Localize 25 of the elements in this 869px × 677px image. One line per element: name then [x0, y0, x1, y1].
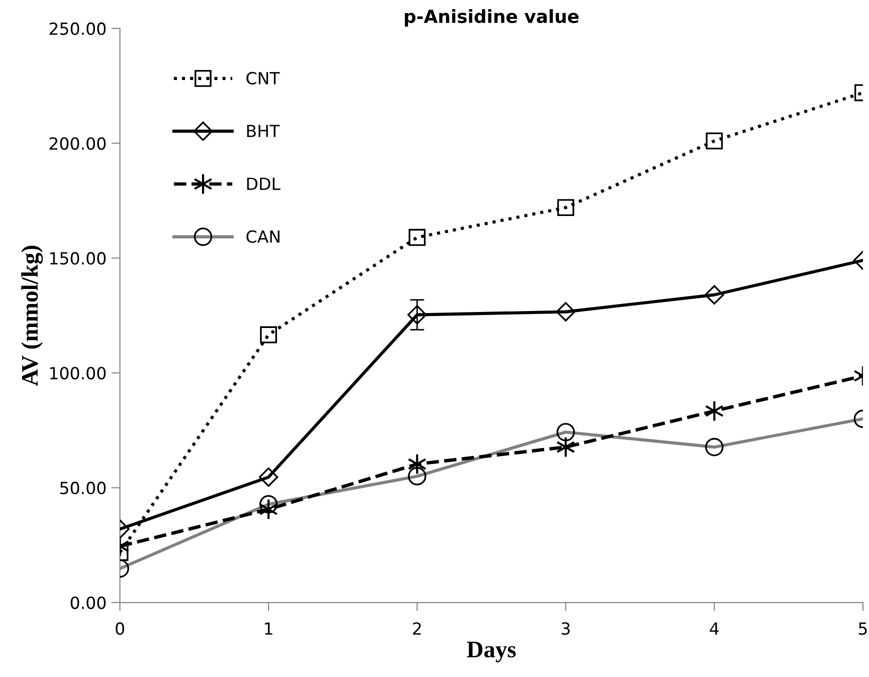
y-tick-label: 250.00	[50, 22, 106, 36]
y-tick-label: 100.00	[50, 366, 106, 380]
point	[407, 305, 427, 324]
x-tick-label: 0	[116, 622, 124, 635]
y-axis-title: AV (mmol/kg)	[21, 246, 43, 386]
x-tick-label: 3	[562, 622, 570, 635]
y-tick-label: 150.00	[50, 252, 106, 265]
legend-label: BHT	[247, 124, 280, 138]
chart-title: p-Anisidine value	[404, 9, 579, 27]
x-tick-label: 4	[710, 622, 719, 635]
legend-label: CAN	[246, 230, 280, 243]
point	[408, 453, 427, 475]
legend-label: CNT	[246, 72, 280, 84]
x-tick-label: 5	[858, 622, 867, 635]
point	[556, 302, 576, 322]
point	[556, 436, 576, 458]
x-axis-title: Days	[466, 642, 516, 662]
point	[557, 199, 574, 216]
x-tick-label: 2	[413, 622, 421, 635]
y-tick-label: 200.00	[50, 137, 106, 150]
legend-label: DDL	[247, 178, 280, 190]
y-tick-label: 0.00	[70, 596, 106, 610]
point	[408, 228, 426, 246]
y-tick-label: 50.00	[60, 482, 106, 494]
x-tick-label: 1	[265, 622, 272, 635]
